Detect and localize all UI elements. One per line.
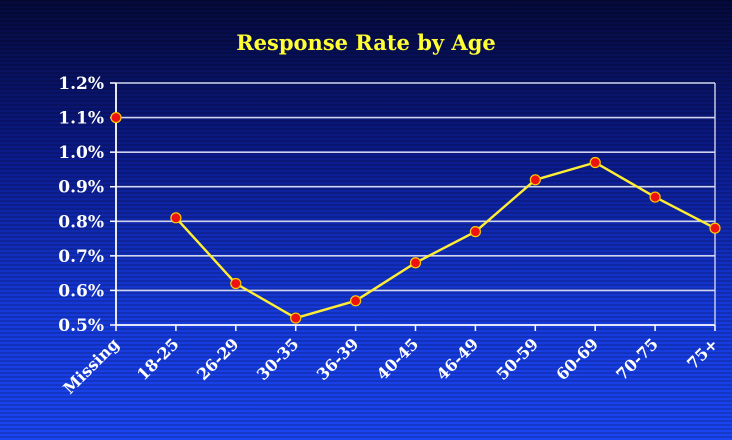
series-line-segment [594,161,656,199]
y-tick-label: 0.8% [58,212,104,232]
x-tick-label: 40-45 [373,334,423,384]
x-tick-label: 30-35 [253,334,303,384]
data-point [170,212,182,224]
x-axis-tick-labels: Missing 18-25 26-29 30-35 36-39 40-45 46-49 50-… [59,334,721,397]
data-point [230,277,242,290]
data-point [709,222,721,234]
series-line-segment [235,282,297,320]
data-point [290,312,302,324]
x-tick-label: 75+ [683,334,722,373]
series-lines [175,161,716,320]
x-tick-label: 18-25 [133,334,183,384]
x-tick-label: Missing [59,334,122,397]
data-point [649,191,661,203]
x-tick-label: 70-75 [612,334,662,384]
series-line-segment [534,161,596,181]
y-axis-tick-labels: 0.5% 0.6% 0.7% 0.8% 0.9% 1.0% 1.1% 1.2% [58,74,104,336]
y-tick-label: 1.2% [58,74,104,94]
y-tick-label: 1.0% [58,143,104,163]
series-line-segment [474,178,537,233]
series-line-segment [414,230,476,264]
series-markers [110,111,721,324]
y-tick-label: 0.5% [58,316,104,336]
data-point [529,174,541,186]
series-line-segment [654,196,716,230]
data-point [589,156,601,169]
y-tick-label: 0.7% [58,247,104,267]
y-tick-label: 0.6% [58,281,104,301]
series-line-segment [175,217,237,285]
data-point [469,226,481,238]
data-point [350,295,362,307]
x-tick-label: 36-39 [313,334,363,384]
chart-title: Response Rate by Age [236,30,496,55]
x-tick-label: 26-29 [193,334,243,384]
grid [116,82,715,292]
data-point [110,111,122,124]
series-line-segment [354,261,417,302]
x-tick-label: 46-49 [433,334,483,384]
series-line-segment [295,299,356,320]
data-point [409,257,422,269]
y-tick-label: 1.1% [58,109,104,129]
y-tick-label: 0.9% [58,178,104,198]
x-tick-label: 50-59 [493,334,543,384]
x-tick-label: 60-69 [552,334,602,384]
axes [110,82,716,331]
